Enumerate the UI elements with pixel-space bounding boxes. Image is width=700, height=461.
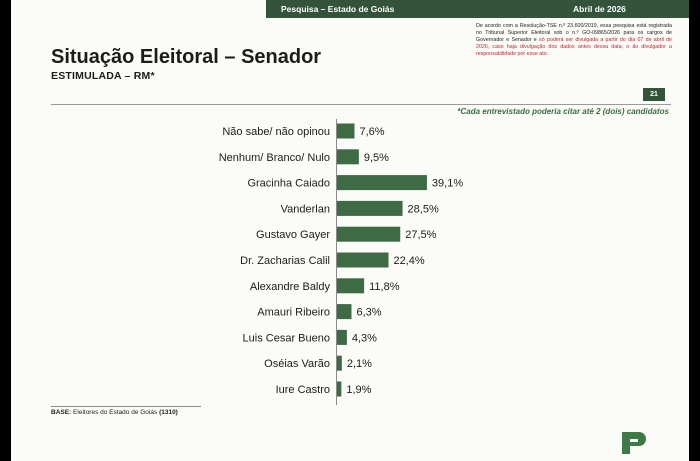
value-label: 27,5% bbox=[405, 229, 436, 241]
category-label: Dr. Zacharias Calil bbox=[240, 255, 330, 267]
bar bbox=[337, 381, 342, 397]
bar bbox=[337, 200, 403, 216]
bar bbox=[337, 278, 365, 294]
base-count: (1310) bbox=[159, 409, 178, 416]
slide: Pesquisa – Estado de Goiás Abril de 2026… bbox=[11, 0, 689, 461]
header-date: Abril de 2026 bbox=[573, 4, 626, 14]
value-label: 11,8% bbox=[369, 281, 400, 293]
category-label: Gracinha Caiado bbox=[247, 178, 330, 190]
legal-notice-text: De acordo com a Resolução-TSE n.º 23.600… bbox=[476, 23, 672, 44]
bar bbox=[337, 304, 352, 320]
page-subtitle: ESTIMULADA – RM* bbox=[51, 70, 155, 82]
chart-axis bbox=[336, 119, 337, 405]
category-label: Amauri Ribeiro bbox=[257, 307, 330, 319]
base-label: BASE: bbox=[51, 409, 72, 416]
value-label: 22,4% bbox=[394, 255, 425, 267]
footnote: *Cada entrevistado poderia citar até 2 (… bbox=[457, 107, 669, 116]
page-title: Situação Eleitoral – Senador bbox=[51, 46, 322, 68]
bar bbox=[337, 123, 355, 139]
value-label: 4,3% bbox=[352, 332, 377, 344]
header-survey-label: Pesquisa – Estado de Goiás bbox=[281, 4, 395, 14]
divider-line bbox=[51, 104, 671, 105]
legal-notice-highlight: só poderá ser divulgada a partir do dia … bbox=[476, 37, 672, 58]
bar bbox=[337, 175, 427, 191]
legal-notice: De acordo com a Resolução-TSE n.º 23.600… bbox=[476, 23, 672, 58]
header-bar bbox=[266, 0, 689, 18]
value-label: 1,9% bbox=[346, 384, 371, 396]
category-label: Gustavo Gayer bbox=[256, 229, 330, 241]
base-text: Eleitores do Estado de Goiás bbox=[73, 409, 158, 416]
bar bbox=[337, 355, 342, 371]
bar bbox=[337, 252, 389, 268]
value-label: 9,5% bbox=[364, 152, 389, 164]
category-label: Oséias Varão bbox=[264, 358, 330, 370]
bar bbox=[337, 226, 401, 242]
value-label: 6,3% bbox=[356, 307, 381, 319]
value-label: 28,5% bbox=[408, 203, 439, 215]
bar bbox=[337, 329, 347, 345]
category-label: Iure Castro bbox=[276, 384, 330, 396]
base-note: BASE: Eleitores do Estado de Goiás (1310… bbox=[51, 409, 178, 416]
page-number: 21 bbox=[643, 88, 665, 101]
logo-icon bbox=[622, 432, 646, 454]
category-label: Nenhum/ Branco/ Nulo bbox=[219, 152, 330, 164]
value-label: 7,6% bbox=[359, 126, 384, 138]
base-divider bbox=[51, 406, 201, 407]
value-label: 39,1% bbox=[432, 178, 463, 190]
value-label: 2,1% bbox=[347, 358, 372, 370]
bar bbox=[337, 149, 359, 165]
category-label: Luis Cesar Bueno bbox=[243, 332, 330, 344]
category-label: Alexandre Baldy bbox=[250, 281, 331, 293]
bar-chart: Não sabe/ não opinou 7,6% Nenhum/ Branco/ … bbox=[219, 123, 463, 397]
category-label: Vanderlan bbox=[281, 203, 330, 215]
category-label: Não sabe/ não opinou bbox=[222, 126, 330, 138]
